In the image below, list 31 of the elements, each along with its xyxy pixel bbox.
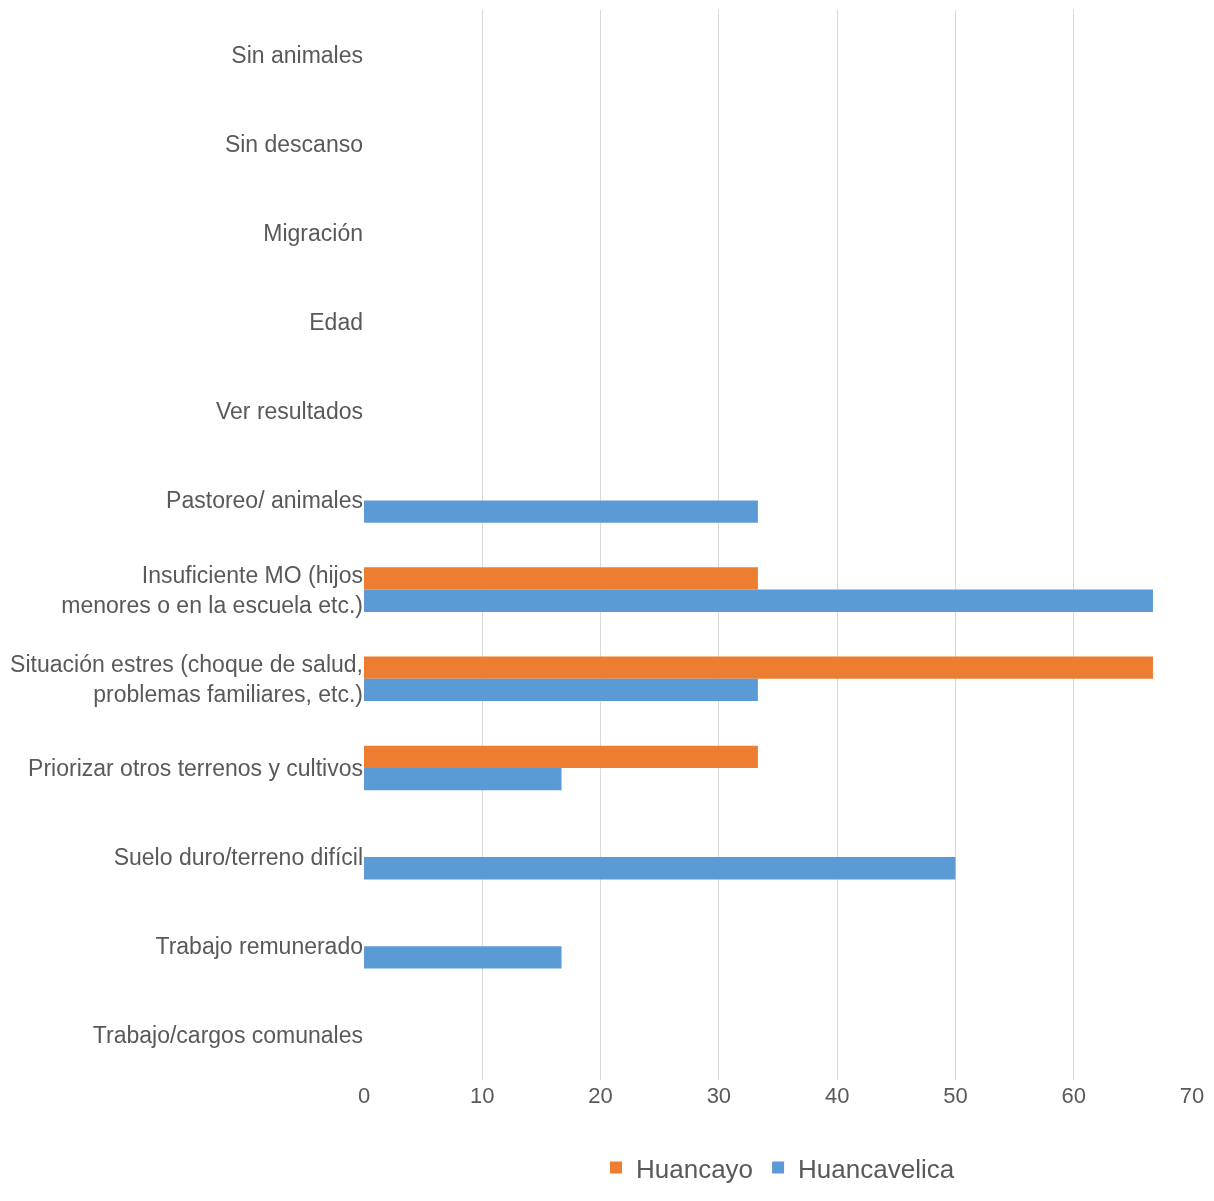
y-tick-label: Pastoreo/ animales — [166, 487, 363, 514]
y-tick-label: Trabajo remunerado — [155, 933, 363, 960]
bar — [364, 745, 758, 768]
x-tick-label: 60 — [1061, 1083, 1086, 1108]
bar — [364, 678, 758, 702]
legend-label: Huancavelica — [798, 1153, 955, 1184]
y-tick-label: Trabajo/cargos comunales — [92, 1022, 363, 1049]
bar — [364, 656, 1153, 679]
x-tick-label: 50 — [943, 1083, 968, 1108]
y-tick-label: Situación estres (choque de salud, problemas familiares, etc.) — [10, 650, 363, 707]
bar — [364, 857, 956, 880]
x-tick-label: 70 — [1179, 1083, 1205, 1108]
x-tick-label: 10 — [470, 1083, 495, 1108]
y-tick-label: Ver resultados — [215, 398, 363, 425]
bar — [364, 567, 758, 590]
y-tick-label: Edad — [309, 309, 363, 336]
bar — [364, 589, 1153, 612]
y-tick-label: Migración — [263, 219, 363, 246]
x-tick-label: 0 — [357, 1083, 371, 1108]
y-tick-label: Insuficiente MO (hijos menores o en la escuela etc.) — [61, 561, 363, 618]
x-tick-label: 20 — [588, 1083, 613, 1108]
x-tick-label: 30 — [706, 1083, 732, 1108]
x-tick-label: 40 — [824, 1083, 850, 1108]
bar — [364, 767, 562, 791]
y-tick-label: Suelo duro/terreno difícil — [113, 844, 363, 871]
y-tick-label: Sin descanso — [224, 130, 363, 157]
legend-label: Huancayo — [636, 1153, 754, 1184]
bar — [364, 500, 758, 523]
y-tick-label: Priorizar otros terrenos y cultivos — [28, 754, 363, 781]
bar — [364, 946, 562, 969]
y-tick-label: Sin animales — [231, 41, 363, 68]
